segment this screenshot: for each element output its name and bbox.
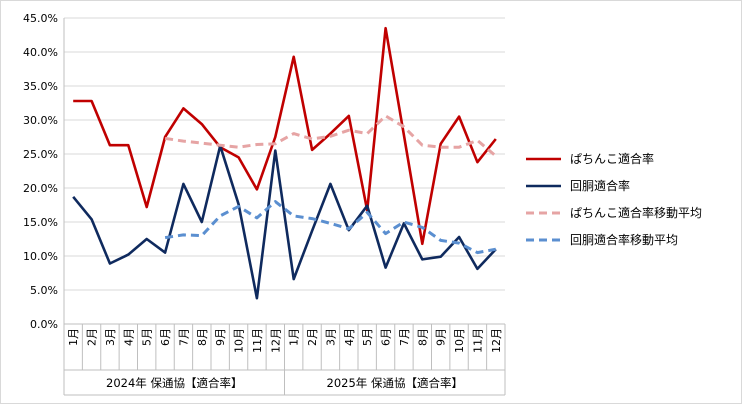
x-tick-label: 2月 [86,328,99,346]
legend-label: 回胴適合率 [570,178,630,193]
series-line [164,200,497,255]
series-line [72,144,497,300]
x-tick-label: 8月 [196,328,209,346]
x-tick-label: 5月 [361,328,374,346]
axes [63,18,506,396]
series-line [164,114,497,158]
y-tick-label: 40.0% [23,46,58,59]
x-axis-group-labels: 2024年 保通協【適合率】 2025年 保通協【適合率】 [106,376,463,390]
y-tick-label: 15.0% [23,216,58,229]
legend-label: 回胴適合率移動平均 [570,232,678,247]
x-tick-label: 7月 [398,328,411,346]
y-tick-label: 0.0% [30,318,58,331]
x-tick-label: 11月 [471,328,484,353]
x-tick-label: 10月 [453,328,466,353]
legend-label: ぱちんこ適合率 [570,151,654,166]
y-axis-tick-labels: 0.0% 5.0% 10.0% 15.0% 20.0% 25.0% 30.0% 35.0% 40… [23,12,58,331]
y-tick-label: 30.0% [23,114,58,127]
x-tick-label: 6月 [159,328,172,346]
x-tick-label: 6月 [380,328,393,346]
x-tick-label: 2月 [306,328,319,346]
y-tick-label: 5.0% [30,284,58,297]
x-axis-tick-labels: 1月 2月 3月 4月 5月 6月 7月 8月 9月 10月 11月 12月 1月 2月 3月 4月 5月 6月 7… [67,328,503,353]
x-tick-label: 7月 [177,328,190,346]
x-tick-label: 9月 [214,328,227,346]
gridlines [64,17,505,325]
series-lines [72,26,497,300]
x-tick-label: 12月 [269,328,282,353]
x-tick-label: 3月 [104,328,117,346]
x-tick-label: 4月 [343,328,356,346]
series-line [73,26,497,246]
x-tick-label: 1月 [67,328,80,346]
x-tick-label: 5月 [141,328,154,346]
y-tick-label: 35.0% [23,80,58,93]
x-group-label: 2024年 保通協【適合率】 [106,376,242,390]
x-group-label: 2025年 保通協【適合率】 [327,376,463,390]
y-tick-label: 45.0% [23,12,58,25]
y-tick-label: 20.0% [23,182,58,195]
y-tick-label: 25.0% [23,148,58,161]
x-tick-label: 12月 [490,328,503,353]
x-tick-label: 4月 [122,328,135,346]
x-tick-label: 1月 [288,328,301,346]
legend-label: ぱちんこ適合率移動平均 [570,205,702,220]
x-tick-label: 8月 [416,328,429,346]
y-tick-label: 10.0% [23,250,58,263]
x-tick-label: 9月 [435,328,448,346]
x-tick-label: 3月 [324,328,337,346]
x-tick-label: 11月 [251,328,264,353]
x-tick-label: 10月 [233,328,246,353]
